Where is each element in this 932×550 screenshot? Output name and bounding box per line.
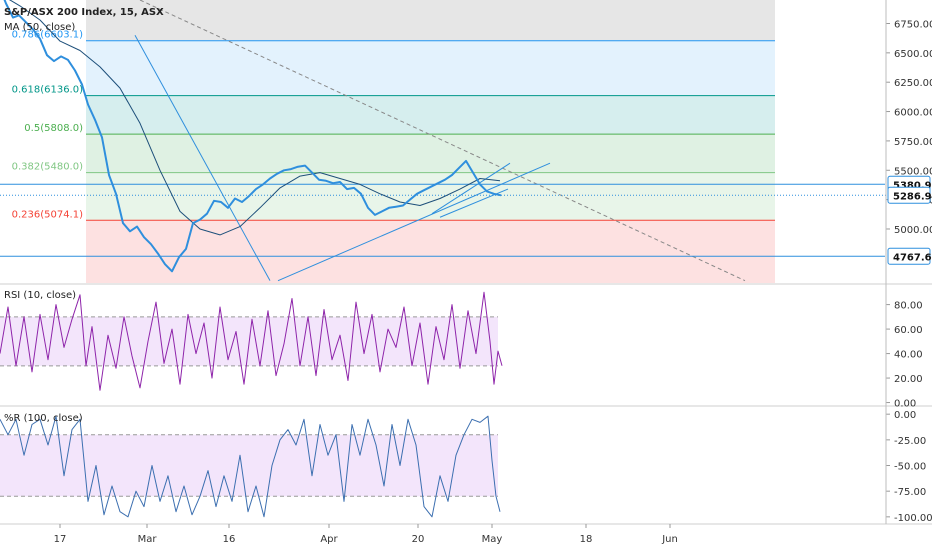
- rsi-tick-label: 0.00: [894, 399, 916, 410]
- x-tick-label: 20: [412, 534, 425, 545]
- fib-zone: [86, 40, 775, 96]
- price-badge-label: 5286.9: [893, 191, 932, 202]
- rsi-line: [0, 291, 503, 391]
- fib-level-label[interactable]: 0.5(5808.0): [24, 123, 83, 134]
- y-tick-label: 6500.00: [894, 49, 932, 60]
- x-tick-label: Jun: [661, 534, 678, 545]
- ma-legend[interactable]: MA (50, close): [4, 22, 76, 33]
- y-tick-label: 6000.00: [894, 108, 932, 119]
- price-line: [3, 0, 502, 273]
- x-tick-label: Apr: [320, 534, 338, 545]
- price-badge-label: 4767.6: [893, 252, 932, 263]
- wr-tick-label: -50.00: [894, 462, 926, 473]
- x-tick-label: 18: [580, 534, 593, 545]
- fib-zone: [86, 134, 775, 173]
- price-badge-label: 5380.9: [893, 180, 932, 191]
- trendline[interactable]: [431, 162, 511, 215]
- fib-level-label[interactable]: 0.236(5074.1): [12, 209, 84, 220]
- wr-tick-label: -100.00: [894, 513, 932, 524]
- wr-line: [0, 415, 501, 518]
- x-tick-label: 16: [223, 534, 236, 545]
- trendline[interactable]: [277, 162, 551, 282]
- wr-tick-label: -75.00: [894, 487, 926, 498]
- x-tick-label: 17: [54, 534, 67, 545]
- wr-tick-label: -25.00: [894, 436, 926, 447]
- x-tick-label: Mar: [138, 534, 158, 545]
- fib-level-label[interactable]: 0.618(6136.0): [12, 85, 84, 96]
- price-badge: [887, 186, 931, 204]
- y-tick-label: 6250.00: [894, 78, 932, 89]
- symbol-title[interactable]: S&P/ASX 200 Index, 15, ASX: [4, 7, 164, 18]
- rsi-legend[interactable]: RSI (10, close): [4, 290, 77, 301]
- y-tick-label: 6750.00: [894, 19, 932, 30]
- rsi-tick-label: 40.00: [894, 350, 923, 361]
- fib-level-label[interactable]: 0.382(5480.0): [12, 162, 84, 173]
- fib-level-label[interactable]: 0.786(6603.1): [12, 30, 84, 41]
- wr-legend[interactable]: %R (100, close): [4, 413, 83, 424]
- y-tick-label: 5750.00: [894, 137, 932, 148]
- price-badge: [887, 247, 931, 265]
- rsi-tick-label: 80.00: [894, 301, 923, 312]
- fib-zone: [86, 95, 775, 135]
- x-tick-label: May: [482, 534, 503, 545]
- ma-line: [9, 0, 501, 236]
- y-tick-label: 5000.00: [894, 225, 932, 236]
- wr-tick-label: 0.00: [894, 410, 916, 421]
- fib-zone: [86, 220, 775, 283]
- rsi-tick-label: 20.00: [894, 374, 923, 385]
- trendline[interactable]: [139, 0, 746, 282]
- fib-zone: [86, 172, 775, 221]
- y-tick-label: 5500.00: [894, 166, 932, 177]
- trendline[interactable]: [134, 34, 271, 281]
- rsi-tick-label: 60.00: [894, 325, 923, 336]
- fib-zone-top: [86, 0, 775, 41]
- wr-band-fill: [0, 434, 498, 497]
